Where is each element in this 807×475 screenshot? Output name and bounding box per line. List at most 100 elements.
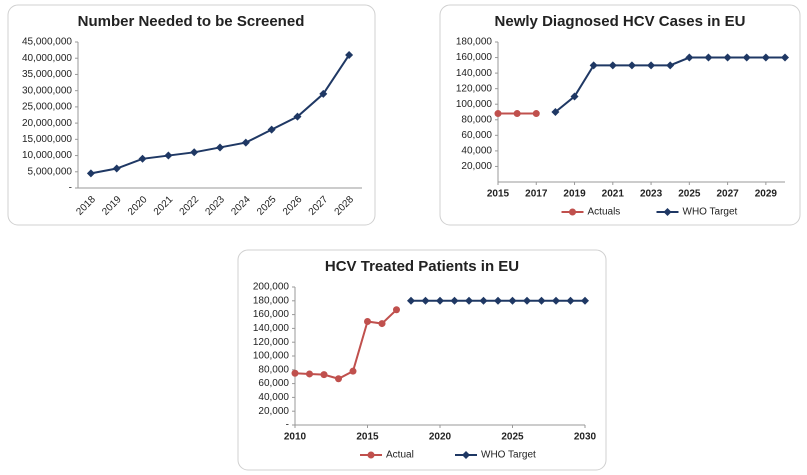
y-tick-label: 40,000: [461, 146, 492, 157]
data-point: [494, 296, 502, 305]
y-tick-label: 100,000: [253, 351, 290, 362]
y-tick-label: 160,000: [456, 52, 493, 63]
data-point: [761, 53, 770, 62]
legend-label: Actual: [386, 450, 414, 461]
y-tick-label: 80,000: [461, 114, 492, 125]
data-point: [685, 53, 694, 62]
legend-label: Actuals: [588, 207, 621, 218]
data-point: [589, 61, 598, 70]
y-tick-label: 180,000: [253, 295, 290, 306]
y-tick-label: 60,000: [258, 378, 289, 389]
data-point: [349, 367, 357, 375]
data-point: [566, 296, 575, 305]
data-point: [551, 108, 560, 116]
data-point: [508, 296, 517, 305]
y-tick-label: 140,000: [253, 323, 290, 334]
y-tick-label: 160,000: [253, 309, 290, 320]
y-tick-label: 40,000: [258, 392, 289, 403]
data-point: [781, 53, 789, 62]
x-tick-label: 2029: [755, 189, 778, 200]
y-tick-label: 20,000: [258, 406, 289, 417]
y-tick-label: 120,000: [456, 83, 493, 94]
data-point: [364, 318, 371, 325]
data-point: [704, 53, 713, 62]
data-point: [479, 296, 488, 305]
x-tick-label: 2021: [602, 189, 625, 200]
data-point: [532, 110, 540, 118]
data-point: [241, 138, 250, 147]
y-tick-label: 20,000: [461, 161, 492, 172]
data-point: [320, 371, 328, 379]
y-tick-label: 35,000,000: [22, 69, 72, 80]
x-tick-label: 2025: [501, 432, 524, 443]
x-tick-label: 2019: [563, 189, 586, 200]
x-tick-label: 2025: [678, 189, 701, 200]
data-point: [742, 53, 751, 62]
data-point: [86, 169, 95, 178]
legend-marker: [462, 451, 470, 459]
y-tick-label: 5,000,000: [28, 166, 73, 177]
y-tick-label: 20,000,000: [22, 118, 72, 129]
data-point: [267, 125, 276, 134]
legend-label: WHO Target: [481, 450, 536, 461]
y-tick-label: 15,000,000: [22, 134, 72, 145]
data-point: [450, 296, 459, 305]
y-tick-label: 80,000: [258, 364, 289, 375]
data-point: [164, 151, 173, 160]
x-tick-label: 2020: [429, 432, 452, 443]
y-tick-label: 120,000: [253, 337, 290, 348]
data-point: [465, 296, 473, 305]
chart-title: Newly Diagnosed HCV Cases in EU: [495, 13, 746, 30]
data-point: [723, 53, 732, 62]
data-point: [494, 110, 502, 118]
data-point: [378, 320, 386, 328]
data-point: [523, 296, 531, 305]
x-tick-label: 2030: [574, 432, 597, 443]
legend-label: WHO Target: [683, 207, 738, 218]
data-point: [345, 50, 354, 59]
data-point: [647, 61, 656, 70]
x-tick-label: 2027: [716, 189, 739, 200]
x-tick-label: 2015: [487, 189, 510, 200]
data-point: [291, 369, 299, 377]
y-tick-label: -: [69, 183, 72, 194]
data-point: [190, 148, 199, 157]
data-point: [608, 61, 617, 70]
y-tick-label: 180,000: [456, 37, 493, 48]
data-point: [306, 370, 313, 378]
data-point: [666, 61, 675, 70]
y-tick-label: 30,000,000: [22, 85, 72, 96]
data-point: [293, 112, 302, 121]
data-point: [421, 296, 430, 305]
data-point: [436, 296, 444, 305]
data-point: [537, 296, 546, 305]
y-tick-label: 60,000: [461, 130, 492, 141]
y-tick-label: 45,000,000: [22, 37, 72, 48]
y-tick-label: -: [286, 420, 289, 431]
data-point: [513, 110, 521, 118]
y-tick-label: 25,000,000: [22, 102, 72, 113]
data-point: [335, 375, 342, 383]
legend-marker: [569, 208, 576, 216]
y-tick-label: 10,000,000: [22, 150, 72, 161]
y-tick-label: 200,000: [253, 282, 290, 293]
data-point: [112, 164, 121, 173]
data-point: [216, 143, 224, 152]
data-point: [407, 296, 415, 305]
y-tick-label: 100,000: [456, 99, 493, 110]
chart-frame: [7, 4, 376, 226]
chart-title: HCV Treated Patients in EU: [325, 258, 519, 275]
data-point: [138, 154, 147, 163]
legend-marker: [663, 208, 672, 216]
data-point: [581, 296, 589, 305]
x-tick-label: 2010: [284, 432, 307, 443]
y-tick-label: 140,000: [456, 68, 493, 79]
x-tick-label: 2015: [356, 432, 379, 443]
chart-title: Number Needed to be Screened: [78, 13, 305, 30]
y-tick-label: 40,000,000: [22, 53, 72, 64]
chart-frame: [237, 249, 607, 471]
x-tick-label: 2023: [640, 189, 663, 200]
x-tick-label: 2017: [525, 189, 548, 200]
data-point: [570, 92, 579, 101]
